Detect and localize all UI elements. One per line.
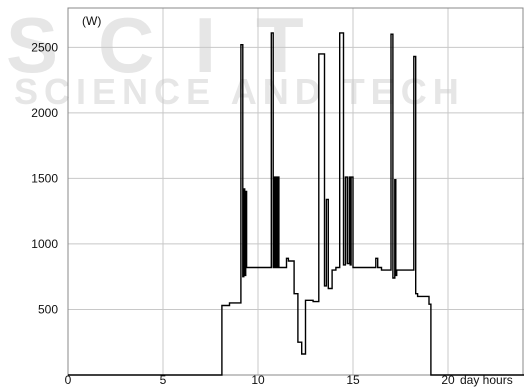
grid-lines <box>68 8 524 375</box>
y-tick-label-1500: 1500 <box>31 171 58 185</box>
y-tick-label-1000: 1000 <box>31 237 58 251</box>
series-line-power <box>68 32 524 376</box>
x-tick-label-10: 10 <box>251 373 265 387</box>
y-tick-label-2500: 2500 <box>31 40 58 54</box>
y-tick-label-500: 500 <box>38 302 58 316</box>
x-tick-label-0: 0 <box>65 373 72 387</box>
watermark-line2: SCIENCE AND TECH <box>14 71 465 112</box>
y-tick-labels: 500 1000 1500 2000 2500 <box>31 40 58 316</box>
x-axis-label: day hours <box>460 373 513 387</box>
plot-frame <box>67 7 524 376</box>
x-tick-labels: 0 5 10 15 20 <box>65 373 455 387</box>
y-axis-label: (W) <box>82 14 101 28</box>
x-tick-label-5: 5 <box>160 373 167 387</box>
y-tick-label-2000: 2000 <box>31 106 58 120</box>
x-tick-label-15: 15 <box>346 373 360 387</box>
watermark-line1: SCIT <box>6 1 344 89</box>
x-tick-label-20: 20 <box>441 373 455 387</box>
